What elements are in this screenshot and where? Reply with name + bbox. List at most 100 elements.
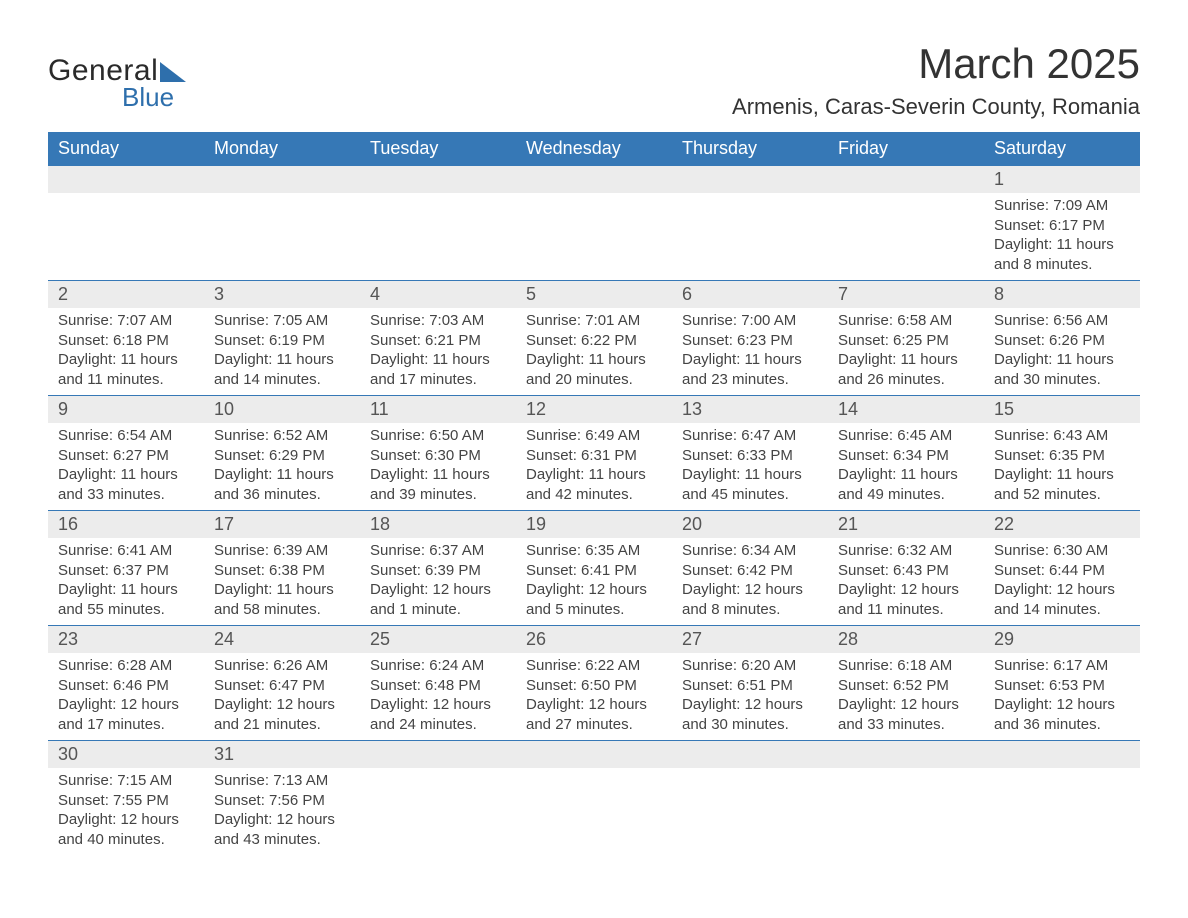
day-dl1: Daylight: 11 hours xyxy=(58,580,194,600)
calendar-day-cell: 18Sunrise: 6:37 AMSunset: 6:39 PMDayligh… xyxy=(360,511,516,626)
day-dl2: and 23 minutes. xyxy=(682,370,818,390)
calendar-day-cell: 15Sunrise: 6:43 AMSunset: 6:35 PMDayligh… xyxy=(984,396,1140,511)
day-ss: Sunset: 6:25 PM xyxy=(838,331,974,351)
calendar-day-cell: 26Sunrise: 6:22 AMSunset: 6:50 PMDayligh… xyxy=(516,626,672,741)
calendar-day-cell: 22Sunrise: 6:30 AMSunset: 6:44 PMDayligh… xyxy=(984,511,1140,626)
day-ss: Sunset: 6:17 PM xyxy=(994,216,1130,236)
day-sr: Sunrise: 7:09 AM xyxy=(994,196,1130,216)
day-sr: Sunrise: 6:58 AM xyxy=(838,311,974,331)
day-detail xyxy=(672,768,828,777)
day-ss: Sunset: 6:52 PM xyxy=(838,676,974,696)
day-ss: Sunset: 6:26 PM xyxy=(994,331,1130,351)
day-number xyxy=(828,741,984,768)
day-dl1: Daylight: 11 hours xyxy=(214,465,350,485)
day-dl2: and 1 minute. xyxy=(370,600,506,620)
day-dl2: and 17 minutes. xyxy=(58,715,194,735)
day-detail xyxy=(48,193,204,280)
calendar-day-cell: 1Sunrise: 7:09 AMSunset: 6:17 PMDaylight… xyxy=(984,166,1140,281)
day-number: 24 xyxy=(204,626,360,653)
day-dl2: and 45 minutes. xyxy=(682,485,818,505)
calendar-day-cell: 28Sunrise: 6:18 AMSunset: 6:52 PMDayligh… xyxy=(828,626,984,741)
calendar-day-cell: 23Sunrise: 6:28 AMSunset: 6:46 PMDayligh… xyxy=(48,626,204,741)
day-ss: Sunset: 6:50 PM xyxy=(526,676,662,696)
day-dl1: Daylight: 12 hours xyxy=(526,580,662,600)
calendar-day-cell: 14Sunrise: 6:45 AMSunset: 6:34 PMDayligh… xyxy=(828,396,984,511)
calendar-week-row: 1Sunrise: 7:09 AMSunset: 6:17 PMDaylight… xyxy=(48,166,1140,281)
logo: General Blue xyxy=(48,54,186,113)
day-dl2: and 5 minutes. xyxy=(526,600,662,620)
day-detail: Sunrise: 7:13 AMSunset: 7:56 PMDaylight:… xyxy=(204,768,360,855)
day-ss: Sunset: 6:31 PM xyxy=(526,446,662,466)
day-detail: Sunrise: 7:15 AMSunset: 7:55 PMDaylight:… xyxy=(48,768,204,855)
day-ss: Sunset: 6:48 PM xyxy=(370,676,506,696)
page-title: March 2025 xyxy=(732,40,1140,88)
day-sr: Sunrise: 6:28 AM xyxy=(58,656,194,676)
day-dl1: Daylight: 12 hours xyxy=(214,810,350,830)
day-detail: Sunrise: 6:30 AMSunset: 6:44 PMDaylight:… xyxy=(984,538,1140,625)
calendar-day-cell: 29Sunrise: 6:17 AMSunset: 6:53 PMDayligh… xyxy=(984,626,1140,741)
day-number: 7 xyxy=(828,281,984,308)
day-dl1: Daylight: 11 hours xyxy=(370,350,506,370)
day-detail: Sunrise: 6:47 AMSunset: 6:33 PMDaylight:… xyxy=(672,423,828,510)
day-number xyxy=(48,166,204,193)
day-detail: Sunrise: 6:56 AMSunset: 6:26 PMDaylight:… xyxy=(984,308,1140,395)
day-number: 14 xyxy=(828,396,984,423)
day-dl2: and 36 minutes. xyxy=(994,715,1130,735)
day-number: 20 xyxy=(672,511,828,538)
day-detail: Sunrise: 6:28 AMSunset: 6:46 PMDaylight:… xyxy=(48,653,204,740)
calendar-day-cell: 5Sunrise: 7:01 AMSunset: 6:22 PMDaylight… xyxy=(516,281,672,396)
calendar-day-cell: 8Sunrise: 6:56 AMSunset: 6:26 PMDaylight… xyxy=(984,281,1140,396)
day-sr: Sunrise: 6:43 AM xyxy=(994,426,1130,446)
day-dl2: and 39 minutes. xyxy=(370,485,506,505)
day-sr: Sunrise: 6:47 AM xyxy=(682,426,818,446)
day-number: 19 xyxy=(516,511,672,538)
day-dl2: and 40 minutes. xyxy=(58,830,194,850)
day-sr: Sunrise: 6:41 AM xyxy=(58,541,194,561)
calendar-empty-cell xyxy=(516,741,672,856)
day-ss: Sunset: 6:22 PM xyxy=(526,331,662,351)
day-number: 22 xyxy=(984,511,1140,538)
day-dl1: Daylight: 12 hours xyxy=(214,695,350,715)
day-ss: Sunset: 7:55 PM xyxy=(58,791,194,811)
day-number: 4 xyxy=(360,281,516,308)
day-dl2: and 11 minutes. xyxy=(58,370,194,390)
day-number xyxy=(672,166,828,193)
day-sr: Sunrise: 7:07 AM xyxy=(58,311,194,331)
day-number xyxy=(360,741,516,768)
day-sr: Sunrise: 6:37 AM xyxy=(370,541,506,561)
day-dl1: Daylight: 11 hours xyxy=(526,350,662,370)
calendar-week-row: 23Sunrise: 6:28 AMSunset: 6:46 PMDayligh… xyxy=(48,626,1140,741)
calendar-day-cell: 16Sunrise: 6:41 AMSunset: 6:37 PMDayligh… xyxy=(48,511,204,626)
day-number: 5 xyxy=(516,281,672,308)
day-detail: Sunrise: 7:01 AMSunset: 6:22 PMDaylight:… xyxy=(516,308,672,395)
day-number: 31 xyxy=(204,741,360,768)
day-ss: Sunset: 6:33 PM xyxy=(682,446,818,466)
day-detail: Sunrise: 6:39 AMSunset: 6:38 PMDaylight:… xyxy=(204,538,360,625)
day-sr: Sunrise: 7:15 AM xyxy=(58,771,194,791)
calendar-empty-cell xyxy=(984,741,1140,856)
calendar-day-cell: 27Sunrise: 6:20 AMSunset: 6:51 PMDayligh… xyxy=(672,626,828,741)
day-detail: Sunrise: 6:32 AMSunset: 6:43 PMDaylight:… xyxy=(828,538,984,625)
day-number: 29 xyxy=(984,626,1140,653)
day-detail: Sunrise: 7:07 AMSunset: 6:18 PMDaylight:… xyxy=(48,308,204,395)
calendar-empty-cell xyxy=(828,741,984,856)
day-sr: Sunrise: 6:30 AM xyxy=(994,541,1130,561)
day-number: 10 xyxy=(204,396,360,423)
day-dl1: Daylight: 11 hours xyxy=(58,465,194,485)
day-number xyxy=(204,166,360,193)
day-ss: Sunset: 6:42 PM xyxy=(682,561,818,581)
day-detail: Sunrise: 6:34 AMSunset: 6:42 PMDaylight:… xyxy=(672,538,828,625)
day-ss: Sunset: 6:39 PM xyxy=(370,561,506,581)
day-number: 3 xyxy=(204,281,360,308)
day-number: 28 xyxy=(828,626,984,653)
day-dl2: and 58 minutes. xyxy=(214,600,350,620)
day-number: 23 xyxy=(48,626,204,653)
day-number: 21 xyxy=(828,511,984,538)
day-detail: Sunrise: 6:26 AMSunset: 6:47 PMDaylight:… xyxy=(204,653,360,740)
day-dl1: Daylight: 11 hours xyxy=(214,580,350,600)
day-number: 1 xyxy=(984,166,1140,193)
day-sr: Sunrise: 6:54 AM xyxy=(58,426,194,446)
day-ss: Sunset: 6:21 PM xyxy=(370,331,506,351)
day-ss: Sunset: 6:35 PM xyxy=(994,446,1130,466)
weekday-header-row: SundayMondayTuesdayWednesdayThursdayFrid… xyxy=(48,132,1140,166)
